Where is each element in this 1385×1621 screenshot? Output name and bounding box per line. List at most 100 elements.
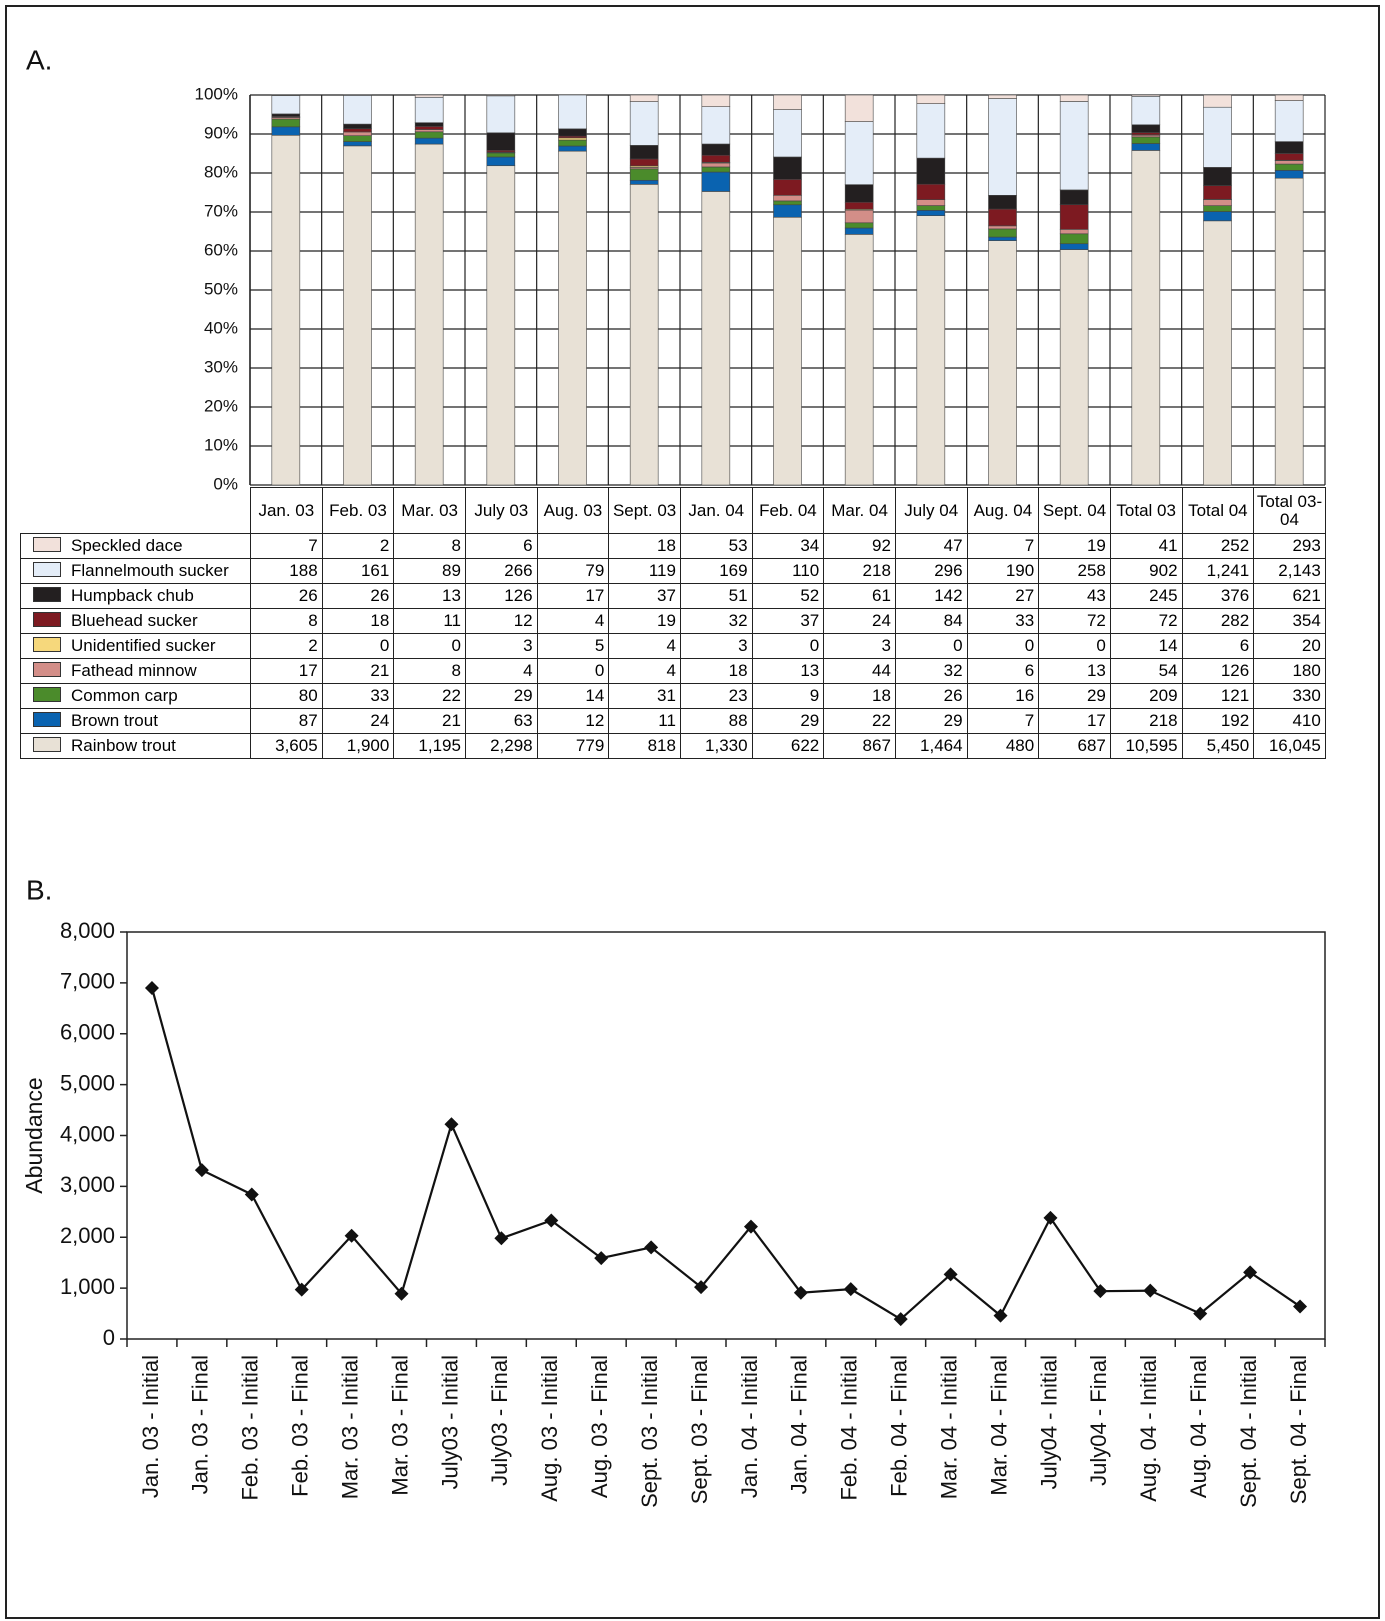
series-name: Speckled dace — [71, 536, 183, 555]
bar-segment — [773, 94, 802, 110]
table-cell: 12 — [536, 708, 610, 734]
table-cell: 7 — [250, 533, 323, 559]
table-cell: 119 — [608, 558, 681, 584]
table-cell: 11 — [393, 608, 466, 634]
bar-segment — [558, 94, 587, 130]
bar-segment — [773, 216, 802, 486]
table-cell: 8 — [250, 608, 323, 634]
table-cell: 1,330 — [679, 733, 753, 759]
legend-entry: Rainbow trout — [20, 733, 251, 759]
bar-segment — [1274, 160, 1304, 165]
bar-segment — [1059, 94, 1089, 102]
table-cell: 0 — [393, 633, 466, 659]
bar-segment — [486, 95, 516, 134]
table-cell: 63 — [464, 708, 538, 734]
marker — [444, 1117, 459, 1132]
table-cell: 22 — [823, 708, 896, 734]
table-cell: 4 — [464, 658, 538, 684]
bar-segment — [1203, 106, 1232, 168]
table-cell: 32 — [894, 658, 968, 684]
table-row: Fathead minnow 17 21 8 4 0 4 18 13 44 32 6 13 54 126 18… — [20, 658, 1326, 684]
table-cell: 0 — [751, 633, 825, 659]
bar-segment — [1203, 167, 1232, 186]
table-cell: 354 — [1253, 608, 1326, 634]
marker — [494, 1231, 509, 1246]
bar-segment — [629, 184, 659, 486]
table-row: Unidentified sucker 2 0 0 3 5 4 3 0 3 0 0 0 14 6 20 — [20, 633, 1326, 659]
marker — [694, 1280, 709, 1295]
bar-segment — [558, 145, 587, 152]
table-cell: 24 — [321, 708, 395, 734]
marker — [793, 1285, 808, 1300]
table-cell: 61 — [823, 583, 896, 609]
bar-segment — [844, 184, 874, 203]
x-tick-label: Aug. 03 - Initial — [537, 1355, 562, 1502]
column-header: Aug. 04 — [966, 487, 1040, 534]
table-cell: 17 — [536, 583, 610, 609]
bar-segment — [773, 194, 802, 202]
legend-swatch — [33, 712, 61, 727]
bar-segment — [701, 106, 731, 145]
bar-segment — [271, 118, 301, 128]
bar-segment — [414, 126, 444, 130]
table-cell: 87 — [250, 708, 323, 734]
table-cell: 0 — [894, 633, 968, 659]
marker — [1293, 1299, 1308, 1314]
legend-swatch — [33, 562, 61, 577]
marker — [644, 1240, 659, 1255]
x-tick-label: Sept. 04 - Initial — [1236, 1355, 1261, 1508]
x-tick-label: Feb. 04 - Final — [887, 1355, 912, 1497]
table-cell — [536, 533, 610, 559]
bar-segment — [916, 157, 946, 185]
bar-segment — [414, 143, 444, 486]
y-tick-label: 30% — [204, 357, 238, 376]
bar-segment — [988, 94, 1017, 99]
bar-segment — [701, 143, 731, 156]
bar-segment — [916, 103, 946, 159]
table-cell: 126 — [1181, 658, 1255, 684]
table-cell: 4 — [608, 658, 681, 684]
table-row: Humpback chub 26 26 13 126 17 37 51 52 61 142 27 43 2… — [20, 583, 1326, 609]
marker — [194, 1163, 209, 1178]
table-cell: 621 — [1253, 583, 1326, 609]
bar-segment — [1059, 233, 1089, 245]
x-tick-label: July04 - Final — [1086, 1355, 1111, 1486]
y-tick-label: 80% — [204, 162, 238, 181]
table-cell: 180 — [1253, 658, 1326, 684]
plot-frame — [126, 931, 1326, 1340]
table-cell: 169 — [679, 558, 753, 584]
bar-segment — [916, 199, 946, 206]
table-row: Common carp 80 33 22 29 14 31 23 9 18 26 16 29 209 121… — [20, 683, 1326, 709]
table-cell: 29 — [464, 683, 538, 709]
table-cell: 37 — [608, 583, 681, 609]
table-cell: 218 — [1109, 708, 1183, 734]
table-cell: 18 — [321, 608, 395, 634]
bar-segment — [629, 145, 659, 160]
legend-entry: Fathead minnow — [20, 658, 251, 684]
x-tick-label: July03 - Initial — [437, 1355, 462, 1490]
column-header: July 03 — [464, 487, 538, 534]
marker — [394, 1286, 409, 1301]
panel-label: B. — [26, 874, 52, 905]
x-tick-label: Sept. 04 - Final — [1286, 1355, 1311, 1504]
y-tick-label: 100% — [195, 84, 238, 103]
marker — [244, 1187, 259, 1202]
table-cell: 37 — [751, 608, 825, 634]
bar-segment — [701, 191, 731, 486]
bar-segment — [558, 139, 587, 147]
bar-segment — [343, 95, 372, 125]
bar-segment — [1059, 189, 1089, 205]
bar-segment — [916, 210, 946, 216]
bar-segment — [701, 154, 731, 163]
table-cell: 4 — [608, 633, 681, 659]
bar-segment — [701, 171, 731, 192]
series-name: Humpback chub — [71, 586, 194, 605]
column-header: July 04 — [894, 487, 968, 534]
series-name: Bluehead sucker — [71, 611, 198, 630]
x-tick-label: Sept. 03 - Final — [687, 1355, 712, 1504]
bar-segment — [988, 195, 1017, 210]
y-tick-label: 3,000 — [60, 1172, 115, 1197]
table-cell: 1,464 — [894, 733, 968, 759]
bar-segment — [1203, 211, 1232, 222]
